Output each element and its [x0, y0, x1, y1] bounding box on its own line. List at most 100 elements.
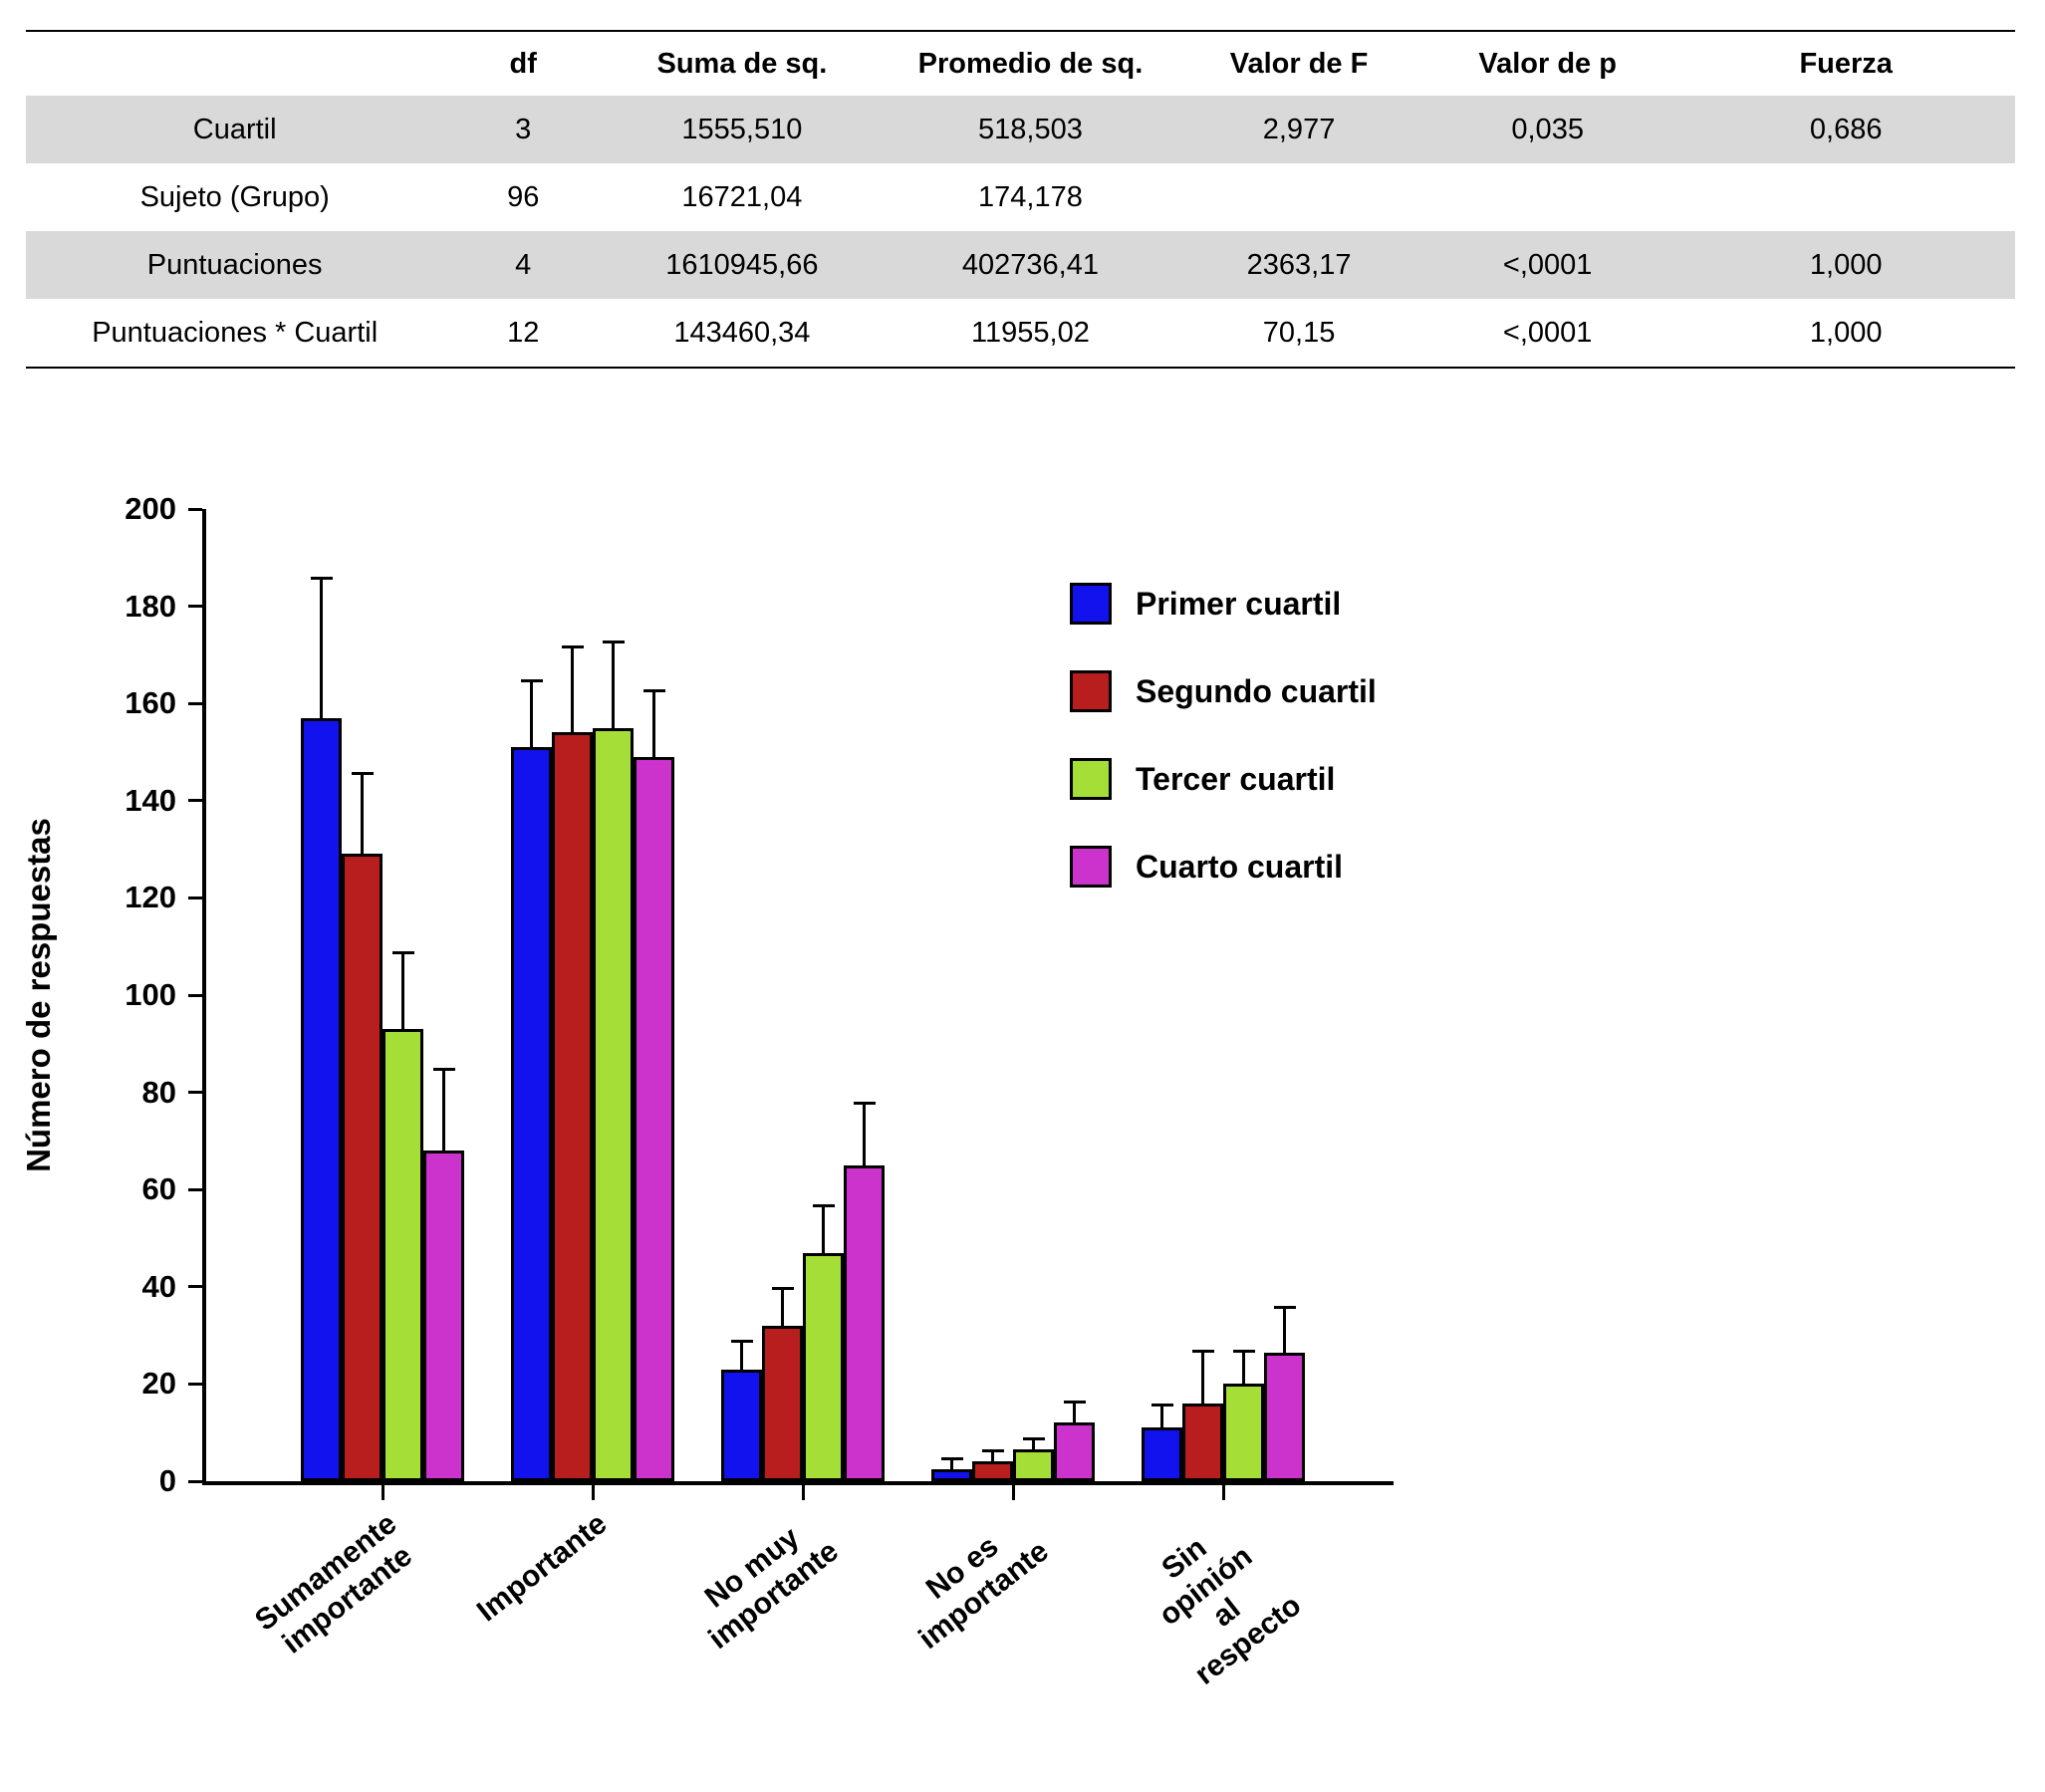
table-row: Puntuaciones 4 1610945,66 402736,41 2363,17 <…: [26, 231, 2015, 299]
y-axis-tick-label: 0: [158, 1463, 176, 1498]
x-axis-category-label: Sin opinión al respecto: [1152, 1531, 1308, 1691]
error-bar: [950, 1456, 953, 1469]
y-axis-tick: [188, 507, 202, 511]
table-row: Puntuaciones * Cuartil 12 143460,34 11955,0…: [26, 299, 2015, 367]
error-bar-cap: [812, 1203, 835, 1207]
x-axis-category-label: No es importante: [912, 1529, 1055, 1656]
error-bar-cap: [853, 1102, 876, 1106]
y-axis-title: Número de respuestas: [20, 818, 57, 1172]
error-bar: [652, 688, 655, 757]
chart-legend: Primer cuartil Segundo cuartil Tercer cuar…: [1070, 583, 1377, 888]
table-cell: 96: [507, 180, 540, 213]
stats-table: df Suma de sq. Promedio de sq. Valor de F Va…: [26, 30, 2015, 369]
bar: [844, 1164, 885, 1481]
y-axis-tick-label: 60: [141, 1171, 176, 1207]
table-row: Cuartil 3 1555,510 518,503 2,977 0,035 0,686: [26, 96, 2015, 163]
error-bar: [1032, 1437, 1035, 1450]
table-row-label: Sujeto (Grupo): [139, 180, 330, 213]
y-axis-tick: [188, 799, 202, 803]
y-axis-tick: [188, 701, 202, 705]
error-bar: [530, 678, 533, 748]
table-header-cell: Suma de sq.: [656, 47, 828, 80]
table-header-cell: df: [509, 47, 537, 80]
table-row-label: Cuartil: [192, 113, 277, 145]
error-bar-cap: [1150, 1403, 1173, 1407]
error-bar-cap: [1232, 1350, 1255, 1354]
table-cell: 402736,41: [961, 248, 1099, 281]
bar: [1054, 1422, 1095, 1481]
error-bar: [571, 644, 574, 733]
x-axis-tick: [381, 1485, 384, 1500]
error-bar: [1242, 1350, 1245, 1385]
legend-item: Tercer cuartil: [1070, 758, 1377, 800]
legend-label: Cuarto cuartil: [1136, 848, 1344, 885]
table-cell: 70,15: [1262, 316, 1336, 349]
table-cell: [1179, 163, 1418, 231]
x-axis-category-label: Importante: [470, 1507, 614, 1629]
error-bar: [822, 1203, 825, 1253]
bar: [552, 732, 593, 1481]
error-bar-cap: [602, 640, 625, 643]
error-bar: [401, 951, 404, 1030]
y-axis-tick-label: 20: [141, 1366, 176, 1402]
legend-color-swatch: [1070, 670, 1112, 712]
table-cell: 1,000: [1809, 316, 1883, 349]
y-axis-tick-label: 80: [141, 1074, 176, 1110]
error-bar-cap: [432, 1068, 455, 1072]
y-axis-tick: [188, 1382, 202, 1386]
table-cell: 11955,02: [971, 316, 1090, 349]
legend-item: Segundo cuartil: [1070, 670, 1377, 712]
y-axis-tick: [188, 1187, 202, 1191]
table-cell: [1418, 163, 1677, 231]
y-axis-tick-label: 40: [141, 1268, 176, 1304]
bar: [931, 1468, 972, 1481]
table-cell: [1676, 163, 2014, 231]
x-axis-category-label: Sumamente importante: [248, 1507, 418, 1661]
legend-item: Cuarto cuartil: [1070, 846, 1377, 888]
error-bar: [991, 1449, 994, 1462]
table-header-row: df Suma de sq. Promedio de sq. Valor de F Va…: [26, 32, 2015, 96]
legend-label: Primer cuartil: [1136, 585, 1342, 622]
bar: [1264, 1352, 1305, 1481]
y-axis-tick: [188, 1091, 202, 1095]
x-axis-tick: [801, 1485, 805, 1500]
bar: [301, 717, 342, 1481]
x-axis-tick: [591, 1485, 595, 1500]
table-cell: 0,035: [1511, 113, 1584, 145]
error-bar-cap: [730, 1340, 753, 1344]
error-bar-cap: [1273, 1306, 1296, 1310]
table-cell: <,0001: [1502, 248, 1593, 281]
table-cell: 0,686: [1809, 113, 1883, 145]
legend-label: Segundo cuartil: [1136, 672, 1377, 709]
error-bar-cap: [391, 951, 414, 955]
bar: [634, 756, 674, 1481]
table-cell: 12: [507, 316, 540, 349]
error-bar-cap: [940, 1456, 963, 1460]
bar: [803, 1252, 844, 1481]
y-axis-tick: [188, 993, 202, 997]
bar: [593, 727, 634, 1481]
table-cell: 174,178: [978, 180, 1083, 213]
y-axis-tick-label: 100: [125, 977, 176, 1012]
y-axis-tick: [188, 1479, 202, 1483]
error-bar: [1283, 1306, 1286, 1353]
bar: [1182, 1403, 1223, 1481]
table-cell: 2363,17: [1246, 248, 1352, 281]
table-cell: 16721,04: [681, 180, 803, 213]
y-axis-tick-label: 180: [125, 588, 176, 624]
table-cell: 1,000: [1809, 248, 1883, 281]
error-bar-cap: [771, 1286, 794, 1290]
error-bar-cap: [310, 577, 333, 581]
table-cell: 1555,510: [681, 113, 803, 145]
bar: [342, 854, 383, 1481]
table-header-cell: Valor de p: [1478, 47, 1617, 80]
table-cell: 3: [515, 113, 532, 145]
table-cell: 2,977: [1262, 113, 1336, 145]
table-row: Sujeto (Grupo) 96 16721,04 174,178: [26, 163, 2015, 231]
bar: [972, 1461, 1013, 1481]
table-row-label: Puntuaciones: [146, 248, 323, 281]
table-cell: <,0001: [1502, 316, 1593, 349]
error-bar: [1073, 1401, 1076, 1423]
table-cell: 143460,34: [673, 316, 811, 349]
